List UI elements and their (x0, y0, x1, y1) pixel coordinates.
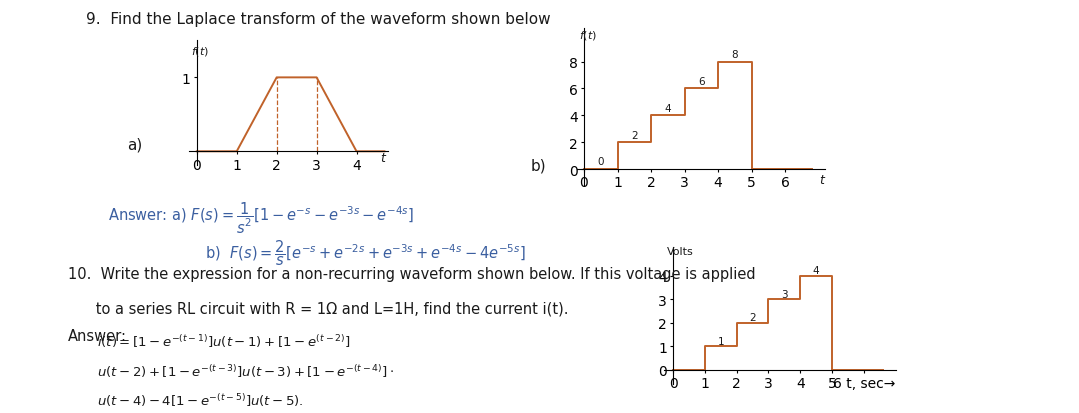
Text: 10.  Write the expression for a non-recurring waveform shown below. If this volt: 10. Write the expression for a non-recur… (68, 266, 755, 281)
Text: $u(t-2) + [1 - e^{-(t-3)}]u(t-3) + [1 - e^{-(t-4)}]\cdot$: $u(t-2) + [1 - e^{-(t-3)}]u(t-3) + [1 - … (97, 362, 394, 379)
Text: 4: 4 (665, 103, 671, 114)
Text: 2: 2 (631, 130, 638, 140)
Text: Volts: Volts (667, 247, 694, 257)
Text: Answer: a) $F(s) = \dfrac{1}{s^2}[1 - e^{-s} - e^{-3s} - e^{-4s}]$: Answer: a) $F(s) = \dfrac{1}{s^2}[1 - e^… (108, 200, 414, 235)
Text: $i(t) = [1 - e^{-(t-1)}]u(t-1) + [1 - e^{(t-2)}]$: $i(t) = [1 - e^{-(t-1)}]u(t-1) + [1 - e^… (97, 332, 351, 349)
Text: $f(t)$: $f(t)$ (579, 29, 597, 42)
Text: b)  $F(s) = \dfrac{2}{s}[e^{-s} + e^{-2s} + e^{-3s} + e^{-4s} - 4e^{-5s}]$: b) $F(s) = \dfrac{2}{s}[e^{-s} + e^{-2s}… (205, 237, 525, 267)
Text: 0: 0 (598, 157, 604, 167)
Text: $t$: $t$ (819, 173, 827, 186)
Text: 2: 2 (749, 313, 756, 323)
Text: 9.  Find the Laplace transform of the waveform shown below: 9. Find the Laplace transform of the wav… (86, 12, 551, 27)
Text: b): b) (531, 158, 546, 173)
Text: $f(t)$: $f(t)$ (191, 45, 209, 58)
Text: Answer:: Answer: (68, 328, 127, 343)
Text: 8: 8 (732, 50, 738, 60)
Text: a): a) (127, 137, 142, 152)
Text: $t$: $t$ (381, 152, 387, 164)
Text: $u(t-4) - 4[1 - e^{-(t-5)}]u(t-5).$: $u(t-4) - 4[1 - e^{-(t-5)}]u(t-5).$ (97, 392, 304, 408)
Text: 3: 3 (781, 289, 788, 299)
Text: 4: 4 (812, 266, 819, 275)
Text: 1: 1 (718, 336, 724, 346)
Text: to a series RL circuit with R = 1Ω and L=1H, find the current i(t).: to a series RL circuit with R = 1Ω and L… (68, 301, 569, 316)
Text: 6: 6 (698, 76, 705, 87)
